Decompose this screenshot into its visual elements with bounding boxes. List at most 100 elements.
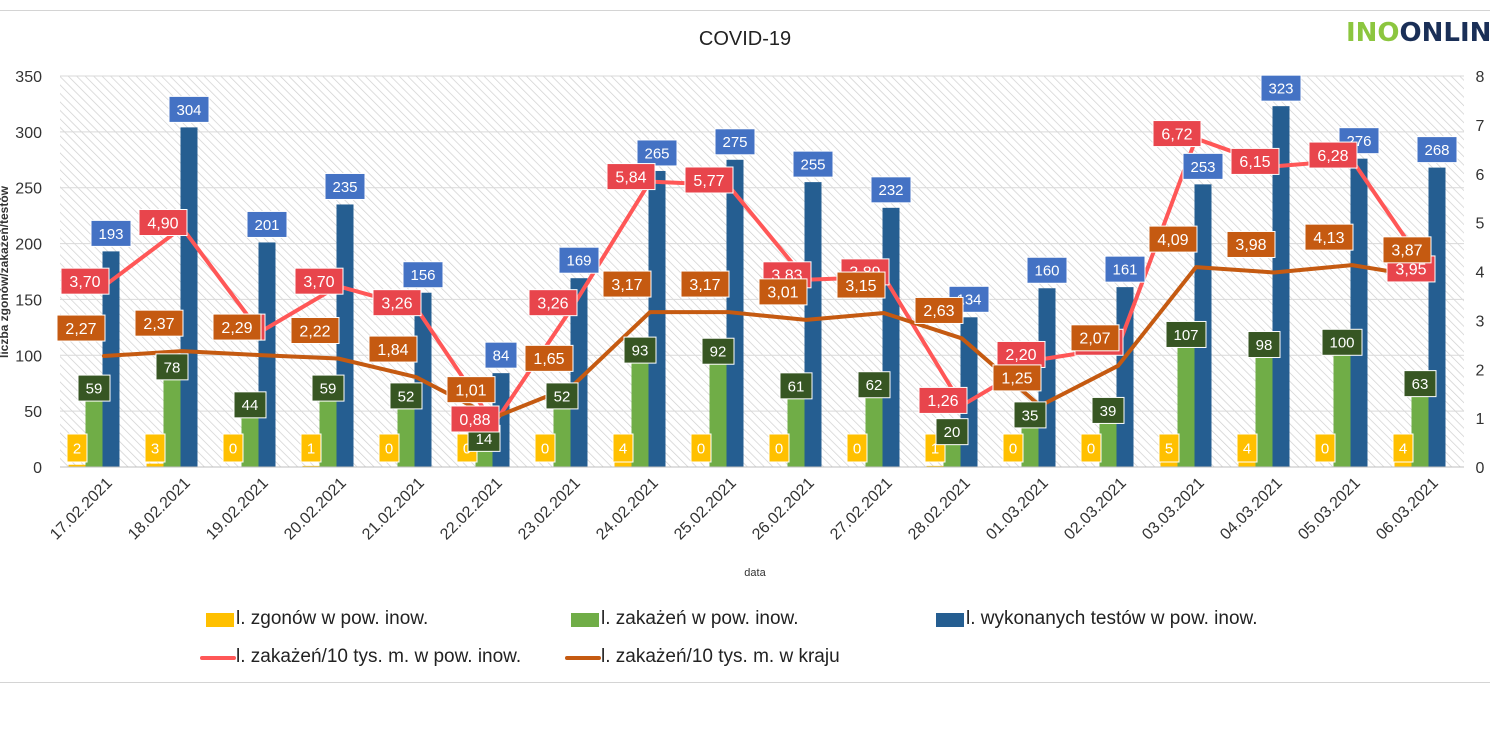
data-label: 35	[1022, 407, 1039, 424]
data-label: 3,87	[1391, 243, 1422, 260]
data-label: 39	[1100, 403, 1117, 420]
data-label: 61	[788, 378, 805, 395]
legend-item-deaths[interactable]: l. zgonów w pow. inow.	[206, 608, 428, 630]
data-label: 0	[1087, 440, 1095, 457]
data-label: 4,90	[147, 215, 178, 232]
legend-item-national-rate[interactable]: l. zakażeń/10 tys. m. w kraju	[565, 646, 840, 668]
data-label: 6,72	[1161, 126, 1192, 143]
data-label: 275	[722, 134, 747, 151]
legend-item-tests[interactable]: l. wykonanych testów w pow. inow.	[936, 608, 1258, 630]
bar	[1021, 427, 1039, 467]
bottom-border	[0, 682, 1490, 683]
bar	[102, 251, 120, 467]
data-label-box	[1158, 433, 1180, 463]
data-label-box	[212, 313, 262, 341]
data-label-box	[918, 386, 968, 414]
data-label-box	[222, 433, 244, 463]
bar	[163, 379, 181, 467]
x-tick-label: 18.02.2021	[125, 475, 194, 544]
data-label-box	[846, 433, 868, 463]
bar	[553, 408, 571, 467]
data-label: 1,84	[377, 342, 408, 359]
data-label: 4,13	[1313, 230, 1344, 247]
data-label: 62	[866, 377, 883, 394]
data-label-box	[528, 289, 578, 317]
data-label: 0	[1321, 440, 1329, 457]
data-label: 4	[1243, 440, 1251, 457]
data-label-box	[623, 336, 657, 364]
data-label: 232	[878, 182, 903, 199]
y-tick-label: 250	[15, 181, 42, 198]
bar	[648, 170, 666, 467]
data-label-box	[792, 150, 834, 178]
bar	[1272, 106, 1290, 468]
x-tick-label: 01.03.2021	[983, 475, 1052, 544]
data-label-box	[1382, 236, 1432, 264]
data-label-box	[996, 340, 1046, 368]
legend-item-local-rate[interactable]: l. zakażeń/10 tys. m. w pow. inow.	[200, 646, 521, 668]
data-label: 323	[1268, 81, 1293, 98]
data-label-box	[56, 314, 106, 342]
data-label-box	[1260, 74, 1302, 102]
inoonline-logo[interactable]: INOONLIN	[1346, 18, 1490, 48]
bar	[1177, 347, 1195, 467]
data-label-box	[684, 166, 734, 194]
data-label: 1,01	[455, 382, 486, 399]
data-label: 1,25	[1001, 371, 1032, 388]
data-label: 5,84	[615, 169, 646, 186]
data-label-box	[389, 382, 423, 410]
bar	[180, 127, 198, 467]
data-label-box	[168, 95, 210, 123]
data-label-box	[77, 374, 111, 402]
bar	[1350, 158, 1368, 467]
data-label: 5,77	[693, 173, 724, 190]
legend-label: l. wykonanych testów w pow. inow.	[966, 608, 1258, 629]
legend-item-infections[interactable]: l. zakażeń w pow. inow.	[571, 608, 799, 630]
data-label-box	[690, 433, 712, 463]
data-label: 52	[554, 388, 571, 405]
data-label: 107	[1173, 327, 1198, 344]
x-tick-label: 19.02.2021	[203, 475, 272, 544]
x-tick-label: 06.03.2021	[1373, 475, 1442, 544]
bar	[1428, 167, 1446, 467]
data-label-box	[1104, 255, 1146, 283]
legend-line-orange	[565, 656, 601, 660]
data-label: 0	[697, 440, 705, 457]
legend-swatch-green	[571, 613, 599, 627]
data-label-box	[1026, 256, 1068, 284]
data-label-box	[606, 163, 656, 191]
x-tick-label: 27.02.2021	[827, 475, 896, 544]
data-label-box	[90, 219, 132, 247]
data-label: 93	[632, 343, 649, 360]
data-label: 3,17	[611, 277, 642, 294]
data-label: 3,17	[689, 277, 720, 294]
series-line	[102, 263, 1432, 420]
data-label-box	[1403, 370, 1437, 398]
legend-swatch-blue	[936, 613, 964, 627]
data-label-box	[1416, 136, 1458, 164]
data-label-box	[290, 316, 340, 344]
data-label-box	[714, 128, 756, 156]
bar	[1394, 462, 1412, 467]
data-label: 0,88	[459, 412, 490, 429]
data-label: 1,26	[927, 393, 958, 410]
bar	[302, 465, 320, 467]
data-label: 3,70	[69, 274, 100, 291]
data-label: 156	[410, 267, 435, 284]
data-label-box	[324, 172, 366, 200]
data-label-box	[1182, 152, 1224, 180]
bar	[1099, 423, 1117, 467]
y2-tick-label: 1	[1476, 411, 1485, 428]
data-label: 3,15	[845, 278, 876, 295]
data-label-box	[138, 209, 188, 237]
data-label-box	[294, 267, 344, 295]
bar	[146, 463, 164, 467]
data-label-box	[612, 433, 634, 463]
y2-tick-label: 8	[1476, 69, 1485, 86]
data-label: 304	[176, 102, 201, 119]
data-label: 100	[1329, 335, 1354, 352]
bar	[865, 397, 883, 467]
bar	[1255, 357, 1273, 467]
bar	[397, 408, 415, 467]
